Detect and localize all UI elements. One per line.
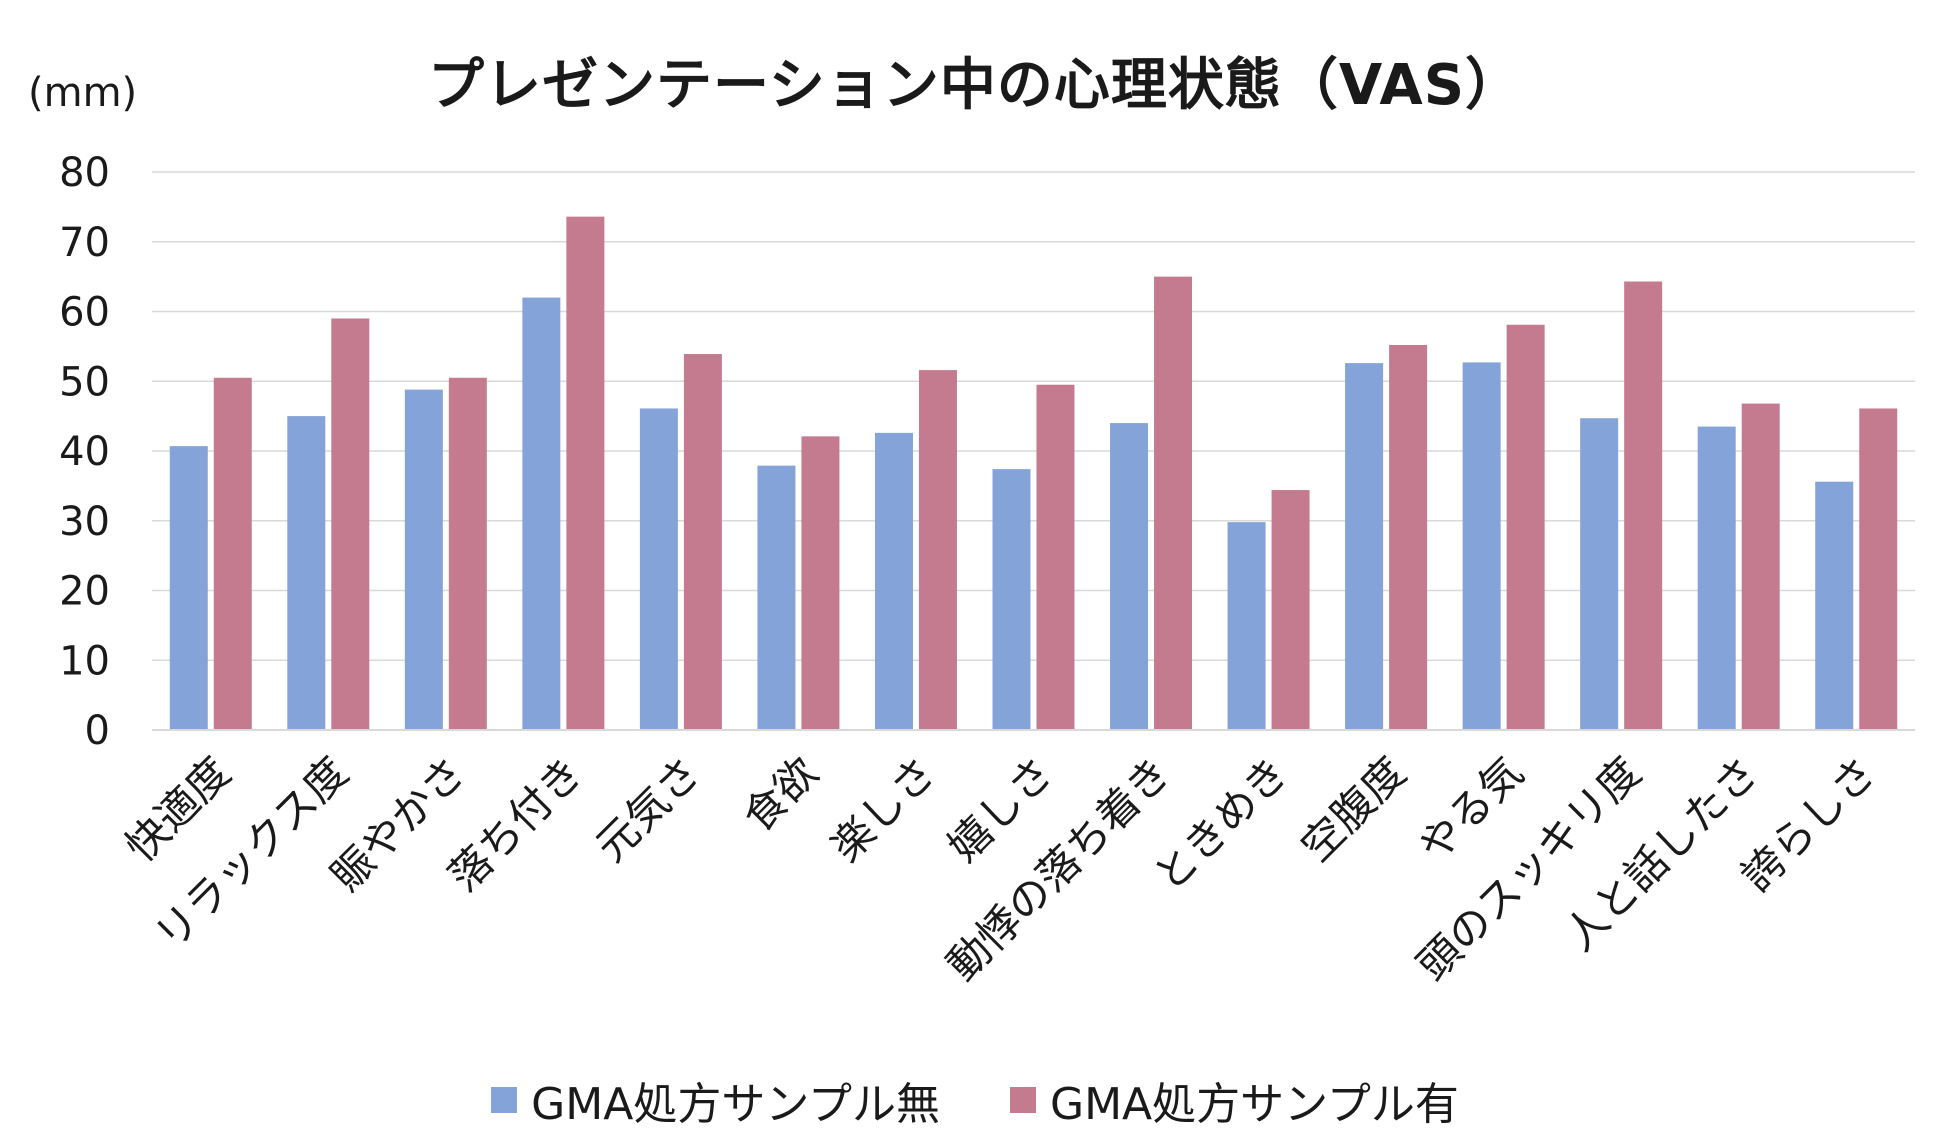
y-tick-label: 10 [59, 638, 110, 684]
bar-series-2 [448, 377, 487, 730]
bar-series-2 [683, 354, 722, 730]
y-tick-label: 60 [59, 290, 110, 336]
y-tick-label: 80 [59, 150, 110, 196]
bar-series-1 [287, 416, 326, 730]
y-tick-label: 0 [85, 708, 110, 754]
bar-series-1 [522, 297, 561, 730]
bar-series-2 [1389, 344, 1428, 730]
y-tick-label: 50 [59, 359, 110, 405]
y-tick-label: 30 [59, 499, 110, 545]
bar-series-1 [1110, 423, 1149, 730]
y-tick-label: 40 [59, 429, 110, 475]
bar-series-1 [639, 408, 678, 730]
bar-series-2 [801, 436, 840, 730]
chart-title: プレゼンテーション中の心理状態（VAS） [427, 53, 1523, 118]
x-category-label: 元気さ [586, 747, 710, 871]
x-category-label: 空腹度 [1291, 747, 1415, 871]
bar-series-1 [874, 432, 913, 730]
bar-series-2 [1506, 324, 1545, 730]
bar-series-2 [1271, 490, 1310, 730]
bar-series-1 [1580, 418, 1619, 730]
bar-series-1 [1345, 363, 1384, 730]
bar-series-2 [1741, 403, 1780, 730]
bar-series-1 [1697, 426, 1736, 730]
x-category-label: 楽しさ [821, 747, 945, 871]
legend-swatch-series-1 [491, 1087, 518, 1113]
bar-series-2 [1154, 276, 1193, 730]
bars [169, 216, 1898, 730]
bar-series-1 [1462, 362, 1501, 730]
legend-item-series-2: GMA処方サンプル有 [1010, 1068, 1459, 1132]
y-tick-label: 20 [59, 569, 110, 615]
y-axis-ticks: 0 10 20 30 40 50 60 70 80 [59, 150, 110, 754]
bar-series-2 [1036, 384, 1075, 730]
bar-series-1 [169, 446, 208, 730]
legend-label-series-2: GMA処方サンプル有 [1050, 1079, 1459, 1130]
bar-series-1 [404, 389, 443, 730]
y-axis-unit-label: (mm) [28, 70, 138, 116]
bar-series-2 [213, 377, 252, 730]
legend-label-series-1: GMA処方サンプル無 [531, 1079, 940, 1130]
gridlines [152, 171, 1915, 661]
bar-series-1 [992, 469, 1031, 730]
bar-series-1 [1227, 522, 1266, 730]
bar-series-2 [918, 370, 957, 730]
legend: GMA処方サンプル無 GMA処方サンプル有 [0, 1068, 1950, 1132]
bar-series-1 [757, 465, 796, 730]
bar-series-2 [331, 318, 370, 730]
bar-series-2 [566, 216, 605, 730]
bar-series-1 [1815, 481, 1854, 730]
legend-swatch-series-2 [1010, 1087, 1036, 1113]
bar-series-2 [1859, 408, 1898, 730]
bar-series-2 [1624, 281, 1663, 730]
legend-item-series-1: GMA処方サンプル無 [491, 1068, 940, 1132]
y-tick-label: 70 [59, 220, 110, 266]
x-category-label: 食欲 [733, 747, 827, 841]
